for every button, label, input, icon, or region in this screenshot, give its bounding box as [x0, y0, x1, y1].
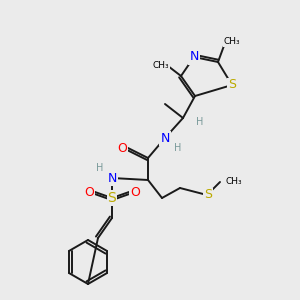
Text: CH₃: CH₃	[226, 178, 242, 187]
Text: H: H	[96, 163, 104, 173]
Text: N: N	[160, 131, 170, 145]
Text: O: O	[117, 142, 127, 154]
Text: N: N	[107, 172, 117, 184]
Text: N: N	[189, 50, 199, 64]
Text: S: S	[204, 188, 212, 202]
Text: CH₃: CH₃	[224, 38, 240, 46]
Text: O: O	[130, 185, 140, 199]
Text: O: O	[84, 185, 94, 199]
Text: H: H	[174, 143, 182, 153]
Text: CH₃: CH₃	[153, 61, 169, 70]
Text: S: S	[228, 79, 236, 92]
Text: S: S	[108, 191, 116, 205]
Text: H: H	[196, 117, 204, 127]
